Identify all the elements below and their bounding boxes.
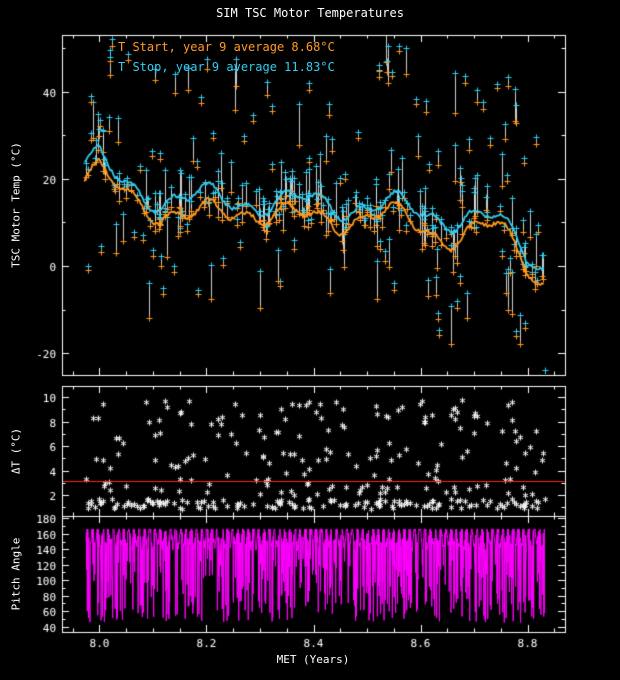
- x-axis-label: MET (Years): [276, 653, 350, 666]
- legend-item-t-start: T Start, year 9 average 8.68°C: [118, 40, 335, 54]
- y-axis-label-motor-temp: TSC Motor Temp (°C): [9, 142, 23, 268]
- y-axis-label-pitch-angle: Pitch Angle: [9, 537, 23, 611]
- y-axis-label-delta-t: ΔT (°C): [9, 427, 23, 475]
- chart-title: SIM TSC Motor Temperatures: [216, 6, 404, 20]
- legend-item-t-stop: T Stop, year 9 average 11.83°C: [118, 60, 335, 74]
